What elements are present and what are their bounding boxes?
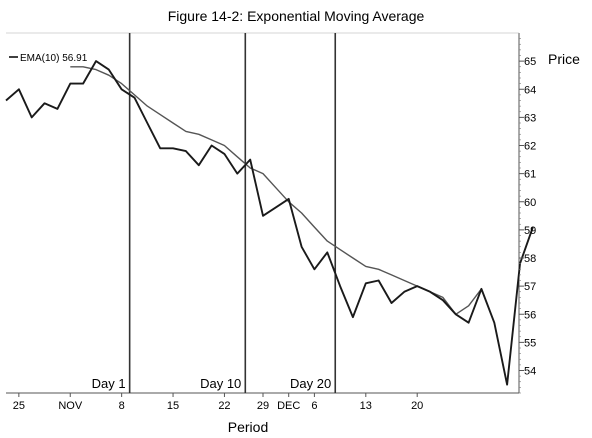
- y-axis-title: Price: [548, 51, 580, 67]
- x-axis-title: Period: [227, 419, 269, 435]
- x-tick-label: 15: [167, 400, 179, 412]
- x-tick-label: 13: [360, 400, 372, 412]
- y-tick-label: 60: [524, 197, 536, 209]
- x-tick-label: DEC: [277, 400, 300, 412]
- price-series-line: [5, 60, 534, 386]
- legend-label: EMA(10) 56.91: [20, 53, 88, 64]
- y-tick-label: 56: [524, 309, 536, 321]
- y-tick-label: 61: [524, 169, 536, 181]
- x-tick-label: 29: [257, 400, 269, 412]
- series-lines: [5, 60, 534, 386]
- y-tick-label: 54: [524, 366, 536, 378]
- x-axis-ticks: 25 NOV 8 15 22 29 DEC 6 13 20: [13, 393, 423, 412]
- day-marker-label: Day 20: [290, 376, 331, 391]
- chart-title: Figure 14-2: Exponential Moving Average: [167, 8, 425, 24]
- y-tick-label: 65: [524, 56, 536, 68]
- y-tick-label: 59: [524, 225, 536, 237]
- y-tick-label: 58: [524, 253, 536, 265]
- y-tick-label: 62: [524, 141, 536, 153]
- day-marker-label: Day 1: [92, 376, 126, 391]
- x-tick-label: 22: [218, 400, 230, 412]
- y-tick-label: 57: [524, 281, 536, 293]
- legend-background: [7, 50, 87, 63]
- x-tick-label: 6: [311, 400, 317, 412]
- y-tick-label: 63: [524, 112, 536, 124]
- y-tick-label: 55: [524, 337, 536, 349]
- x-tick-label: 20: [411, 400, 423, 412]
- vertical-markers: Day 1 Day 10 Day 20: [92, 33, 337, 393]
- legend: EMA(10) 56.91: [7, 50, 88, 64]
- x-tick-label: 8: [119, 400, 125, 412]
- day-marker-label: Day 10: [200, 376, 241, 391]
- y-tick-label: 64: [524, 84, 536, 96]
- y-axis-ticks: 54 55 56 57 58 59 60 61 62 63 64 65: [519, 38, 536, 394]
- ema-series-line: [70, 66, 482, 315]
- x-tick-label: NOV: [58, 400, 83, 412]
- x-tick-label: 25: [13, 400, 25, 412]
